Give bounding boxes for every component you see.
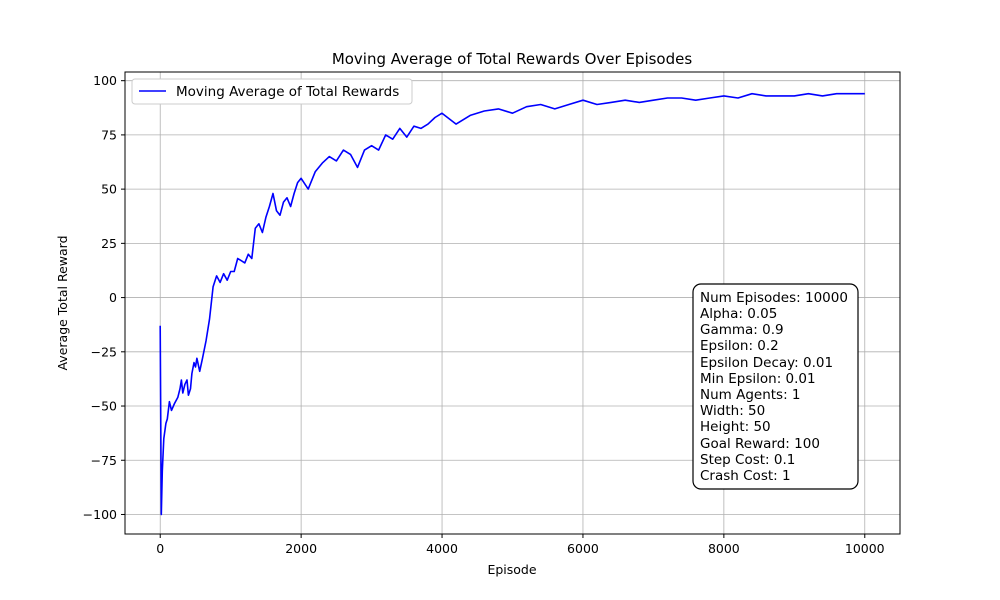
- x-tick-label: 0: [156, 541, 164, 556]
- x-axis-label: Episode: [487, 562, 536, 577]
- info-box-frame: [692, 283, 859, 490]
- y-tick-label: −100: [83, 507, 117, 522]
- series-line-0: [159, 92, 865, 516]
- info-line: Num Episodes: 10000: [700, 290, 848, 306]
- legend-box: [131, 78, 413, 105]
- legend-label: Moving Average of Total Rewards: [176, 84, 399, 100]
- ticks: 0 2000 4000 6000 8000 10000 −100 −75 −50 −25 0 25 50…: [83, 73, 885, 556]
- legend: Moving Average of Total Rewards: [131, 78, 413, 105]
- info-line: Crash Cost: 1: [700, 468, 791, 484]
- y-tick-label: −50: [91, 399, 117, 414]
- y-tick-label: 0: [109, 290, 117, 305]
- series-layer: [159, 92, 865, 516]
- info-line: Width: 50: [700, 403, 765, 419]
- y-tick-label: −25: [91, 344, 117, 359]
- chart-title: Moving Average of Total Rewards Over Epi…: [332, 50, 693, 68]
- info-line: Alpha: 0.05: [700, 306, 777, 322]
- y-tick-label: −75: [91, 453, 117, 468]
- x-tick-label: 10000: [845, 541, 885, 556]
- info-line: Step Cost: 0.1: [700, 452, 795, 468]
- info-box: Num Episodes: 10000 Alpha: 0.05 Gamma: 0…: [692, 283, 859, 490]
- info-line: Epsilon Decay: 0.01: [700, 355, 833, 371]
- info-line: Num Agents: 1: [700, 387, 801, 403]
- y-tick-label: 100: [93, 73, 117, 88]
- info-line: Epsilon: 0.2: [700, 338, 779, 354]
- x-tick-label: 6000: [567, 541, 599, 556]
- y-tick-label: 75: [101, 127, 117, 142]
- info-line: Gamma: 0.9: [700, 322, 784, 338]
- y-tick-label: 25: [101, 236, 117, 251]
- y-axis-label: Average Total Reward: [55, 235, 70, 370]
- info-line: Goal Reward: 100: [700, 436, 820, 452]
- x-tick-label: 4000: [426, 541, 458, 556]
- plot-area-frame: [124, 71, 901, 535]
- info-line: Min Epsilon: 0.01: [700, 371, 816, 387]
- info-line: Height: 50: [700, 419, 771, 435]
- y-tick-label: 50: [101, 182, 117, 197]
- x-tick-label: 2000: [285, 541, 317, 556]
- x-tick-label: 8000: [708, 541, 740, 556]
